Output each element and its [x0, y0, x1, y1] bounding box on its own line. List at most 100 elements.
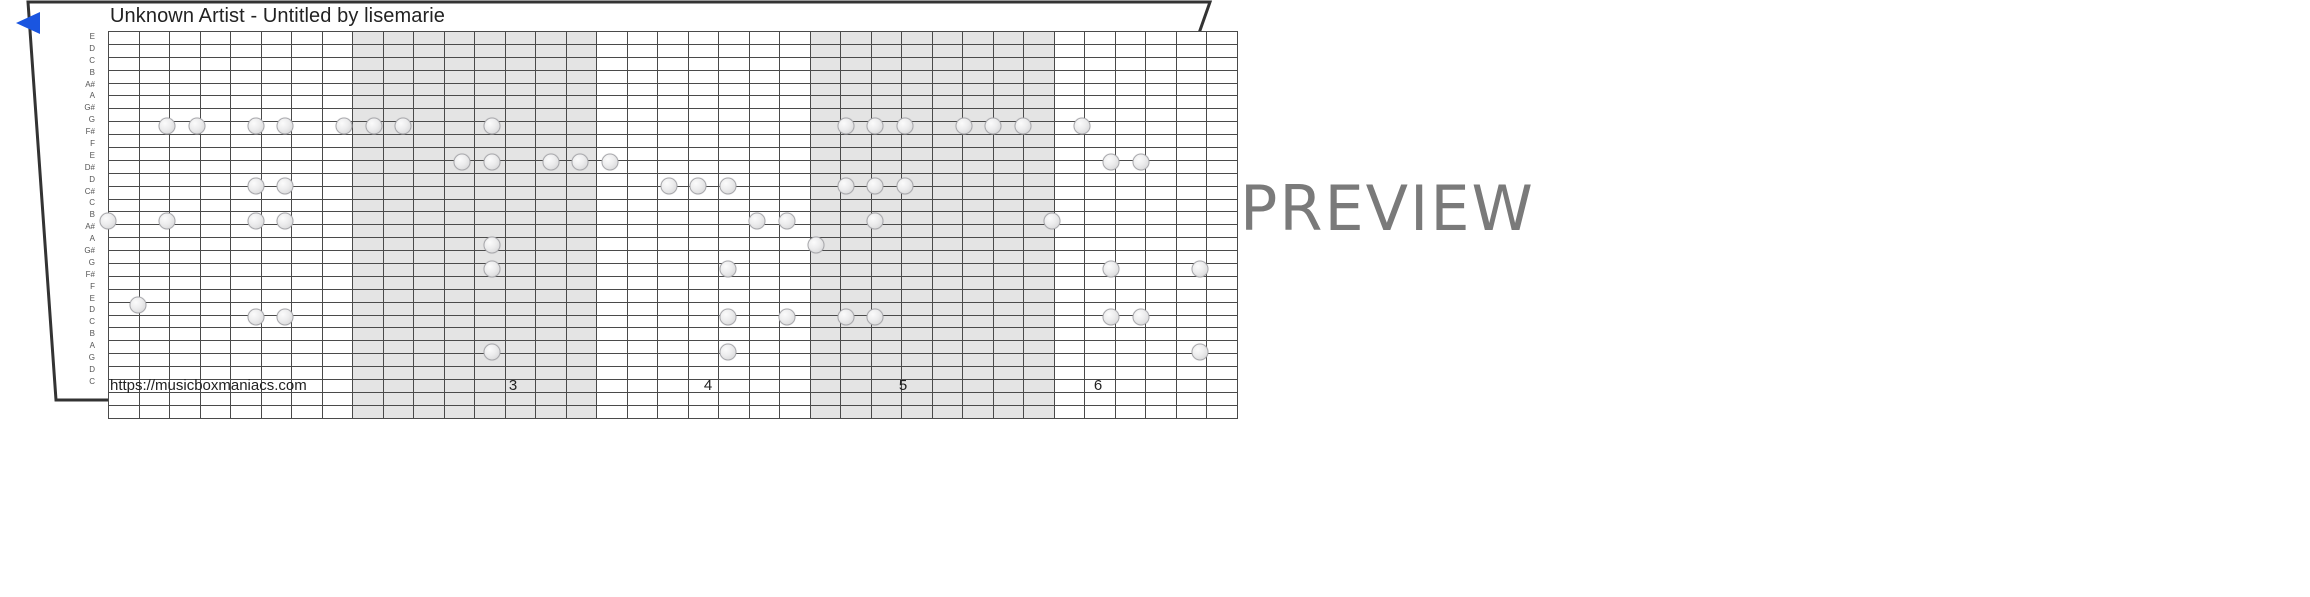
grid-row[interactable]	[108, 121, 1238, 136]
note-marker[interactable]	[453, 153, 471, 171]
grid-cell[interactable]	[291, 327, 323, 342]
grid-cell[interactable]	[840, 405, 872, 419]
grid-cell[interactable]	[505, 379, 536, 393]
grid-cell[interactable]	[261, 147, 292, 161]
grid-cell[interactable]	[901, 405, 933, 419]
grid-cell[interactable]	[322, 147, 353, 161]
grid-cell[interactable]	[932, 392, 963, 406]
grid-cell[interactable]	[566, 302, 597, 316]
grid-cell[interactable]	[1084, 70, 1116, 84]
grid-cell[interactable]	[535, 121, 567, 136]
grid-cell[interactable]	[383, 327, 414, 342]
grid-row[interactable]	[108, 211, 1238, 226]
note-marker[interactable]	[276, 308, 294, 326]
grid-cell[interactable]	[444, 263, 475, 277]
note-marker[interactable]	[247, 308, 264, 326]
grid-cell[interactable]	[1023, 405, 1055, 419]
grid-cell[interactable]	[200, 315, 231, 329]
grid-cell[interactable]	[962, 108, 994, 123]
grid-cell[interactable]	[169, 211, 201, 226]
grid-cell[interactable]	[1206, 147, 1238, 161]
grid-cell[interactable]	[200, 250, 231, 265]
grid-row[interactable]	[108, 340, 1238, 355]
grid-cell[interactable]	[505, 302, 536, 316]
grid-cell[interactable]	[627, 108, 658, 123]
grid-cell[interactable]	[718, 366, 750, 381]
grid-cell[interactable]	[108, 353, 140, 368]
grid-cell[interactable]	[1054, 160, 1085, 174]
grid-cell[interactable]	[505, 147, 536, 161]
grid-cell[interactable]	[352, 160, 384, 174]
grid-cell[interactable]	[200, 186, 231, 200]
grid-cell[interactable]	[108, 405, 140, 419]
grid-cell[interactable]	[688, 83, 719, 97]
grid-cell[interactable]	[840, 134, 872, 149]
grid-cell[interactable]	[810, 134, 841, 149]
grid-cell[interactable]	[230, 31, 262, 45]
grid-cell[interactable]	[1115, 173, 1146, 187]
grid-cell[interactable]	[230, 263, 262, 277]
grid-cell[interactable]	[566, 95, 597, 110]
grid-cell[interactable]	[779, 57, 811, 71]
grid-cell[interactable]	[1206, 302, 1238, 316]
grid-cell[interactable]	[291, 263, 323, 277]
grid-cell[interactable]	[322, 327, 353, 342]
grid-cell[interactable]	[139, 353, 170, 368]
note-marker[interactable]	[542, 153, 559, 171]
grid-cell[interactable]	[749, 173, 780, 187]
grid-cell[interactable]	[962, 160, 994, 174]
grid-cell[interactable]	[108, 327, 140, 342]
grid-cell[interactable]	[474, 44, 506, 58]
grid-cell[interactable]	[596, 276, 628, 290]
grid-cell[interactable]	[169, 327, 201, 342]
site-url[interactable]: https://musicboxmaniacs.com	[110, 377, 307, 394]
grid-cell[interactable]	[749, 340, 780, 355]
grid-cell[interactable]	[291, 250, 323, 265]
grid-cell[interactable]	[352, 392, 384, 406]
grid-cell[interactable]	[444, 70, 475, 84]
grid-cell[interactable]	[749, 199, 780, 213]
grid-cell[interactable]	[871, 392, 902, 406]
grid-cell[interactable]	[505, 276, 536, 290]
grid-cell[interactable]	[1145, 250, 1177, 265]
grid-cell[interactable]	[1084, 224, 1116, 239]
grid-cell[interactable]	[169, 353, 201, 368]
grid-cell[interactable]	[200, 31, 231, 45]
grid-cell[interactable]	[962, 353, 994, 368]
grid-row[interactable]	[108, 57, 1238, 71]
grid-cell[interactable]	[230, 70, 262, 84]
grid-cell[interactable]	[779, 83, 811, 97]
grid-cell[interactable]	[108, 379, 140, 393]
grid-cell[interactable]	[474, 134, 506, 149]
grid-cell[interactable]	[871, 199, 902, 213]
grid-cell[interactable]	[1206, 95, 1238, 110]
grid-cell[interactable]	[993, 95, 1024, 110]
grid-cell[interactable]	[688, 392, 719, 406]
grid-cell[interactable]	[993, 250, 1024, 265]
grid-cell[interactable]	[1176, 31, 1207, 45]
grid-cell[interactable]	[566, 392, 597, 406]
grid-cell[interactable]	[291, 134, 323, 149]
grid-cell[interactable]	[352, 173, 384, 187]
grid-cell[interactable]	[596, 289, 628, 303]
grid-cell[interactable]	[993, 224, 1024, 239]
grid-cell[interactable]	[261, 366, 292, 381]
grid-cell[interactable]	[688, 31, 719, 45]
grid-cell[interactable]	[200, 95, 231, 110]
grid-cell[interactable]	[566, 57, 597, 71]
grid-cell[interactable]	[108, 250, 140, 265]
grid-cell[interactable]	[596, 186, 628, 200]
grid-cell[interactable]	[322, 70, 353, 84]
grid-cell[interactable]	[627, 392, 658, 406]
grid-cell[interactable]	[1023, 353, 1055, 368]
grid-cell[interactable]	[932, 199, 963, 213]
grid-cell[interactable]	[383, 211, 414, 226]
grid-cell[interactable]	[505, 134, 536, 149]
grid-cell[interactable]	[749, 147, 780, 161]
grid-cell[interactable]	[993, 70, 1024, 84]
grid-cell[interactable]	[261, 353, 292, 368]
grid-cell[interactable]	[474, 83, 506, 97]
grid-cell[interactable]	[1023, 276, 1055, 290]
grid-cell[interactable]	[596, 340, 628, 355]
grid-cell[interactable]	[627, 379, 658, 393]
